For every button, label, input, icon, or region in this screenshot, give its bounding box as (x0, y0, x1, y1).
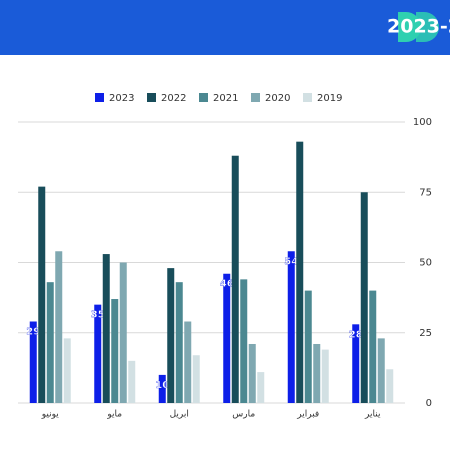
y-tick-label: 25 (419, 328, 432, 339)
bar (287, 251, 295, 403)
y-tick-label: 75 (419, 187, 432, 198)
bar (321, 349, 329, 403)
data-label: 46 (220, 279, 234, 290)
bar (175, 282, 183, 403)
bar (128, 360, 136, 403)
y-tick-label: 0 (426, 398, 432, 409)
bar (257, 372, 265, 403)
bar (63, 338, 71, 403)
x-tick-label: مارس (232, 410, 255, 420)
chart-title: عدد الاستثمارات في النصف الأول 2019-2023 (387, 15, 450, 38)
bar (102, 254, 110, 403)
bar (369, 290, 377, 403)
legend-swatch (95, 93, 104, 102)
bar (386, 369, 394, 403)
bar (360, 192, 368, 403)
legend-swatch (303, 93, 312, 102)
data-label: 54 (284, 256, 298, 267)
bar (38, 186, 46, 403)
bar (46, 282, 54, 403)
logo (398, 12, 439, 42)
x-tick-label: فبراير (296, 410, 319, 420)
data-label: 35 (91, 310, 105, 321)
bar (111, 299, 119, 403)
header-banner (0, 0, 450, 55)
bar (313, 343, 321, 403)
bar (296, 141, 304, 404)
bar (55, 251, 63, 403)
bar (304, 290, 312, 403)
legend-swatch (147, 93, 156, 102)
bar (352, 324, 360, 403)
data-label: 10 (155, 380, 169, 391)
bar (184, 321, 192, 403)
bar (119, 262, 127, 403)
data-label: 29 (26, 327, 40, 338)
y-tick-label: 100 (413, 117, 432, 128)
bar (29, 321, 37, 403)
legend-label: 2020 (265, 93, 290, 104)
legend-label: 2023 (109, 93, 134, 104)
legend-label: 2019 (317, 93, 342, 104)
legend-label: 2021 (213, 93, 238, 104)
x-tick-label: مايو (106, 410, 122, 420)
y-tick-label: 50 (419, 258, 432, 269)
bar (377, 338, 385, 403)
legend-label: 2022 (161, 93, 186, 104)
bar (167, 268, 175, 403)
legend-swatch (199, 93, 208, 102)
bar (192, 355, 200, 403)
bar (158, 374, 166, 403)
bar (248, 343, 256, 403)
x-tick-label: يناير (364, 410, 381, 420)
x-tick-label: ابريل (170, 410, 189, 420)
bar (231, 155, 239, 403)
bar (94, 304, 102, 403)
x-tick-label: يونيو (41, 410, 60, 420)
bar (223, 273, 231, 403)
data-label: 28 (349, 329, 363, 340)
legend-swatch (251, 93, 260, 102)
bar (240, 279, 248, 403)
